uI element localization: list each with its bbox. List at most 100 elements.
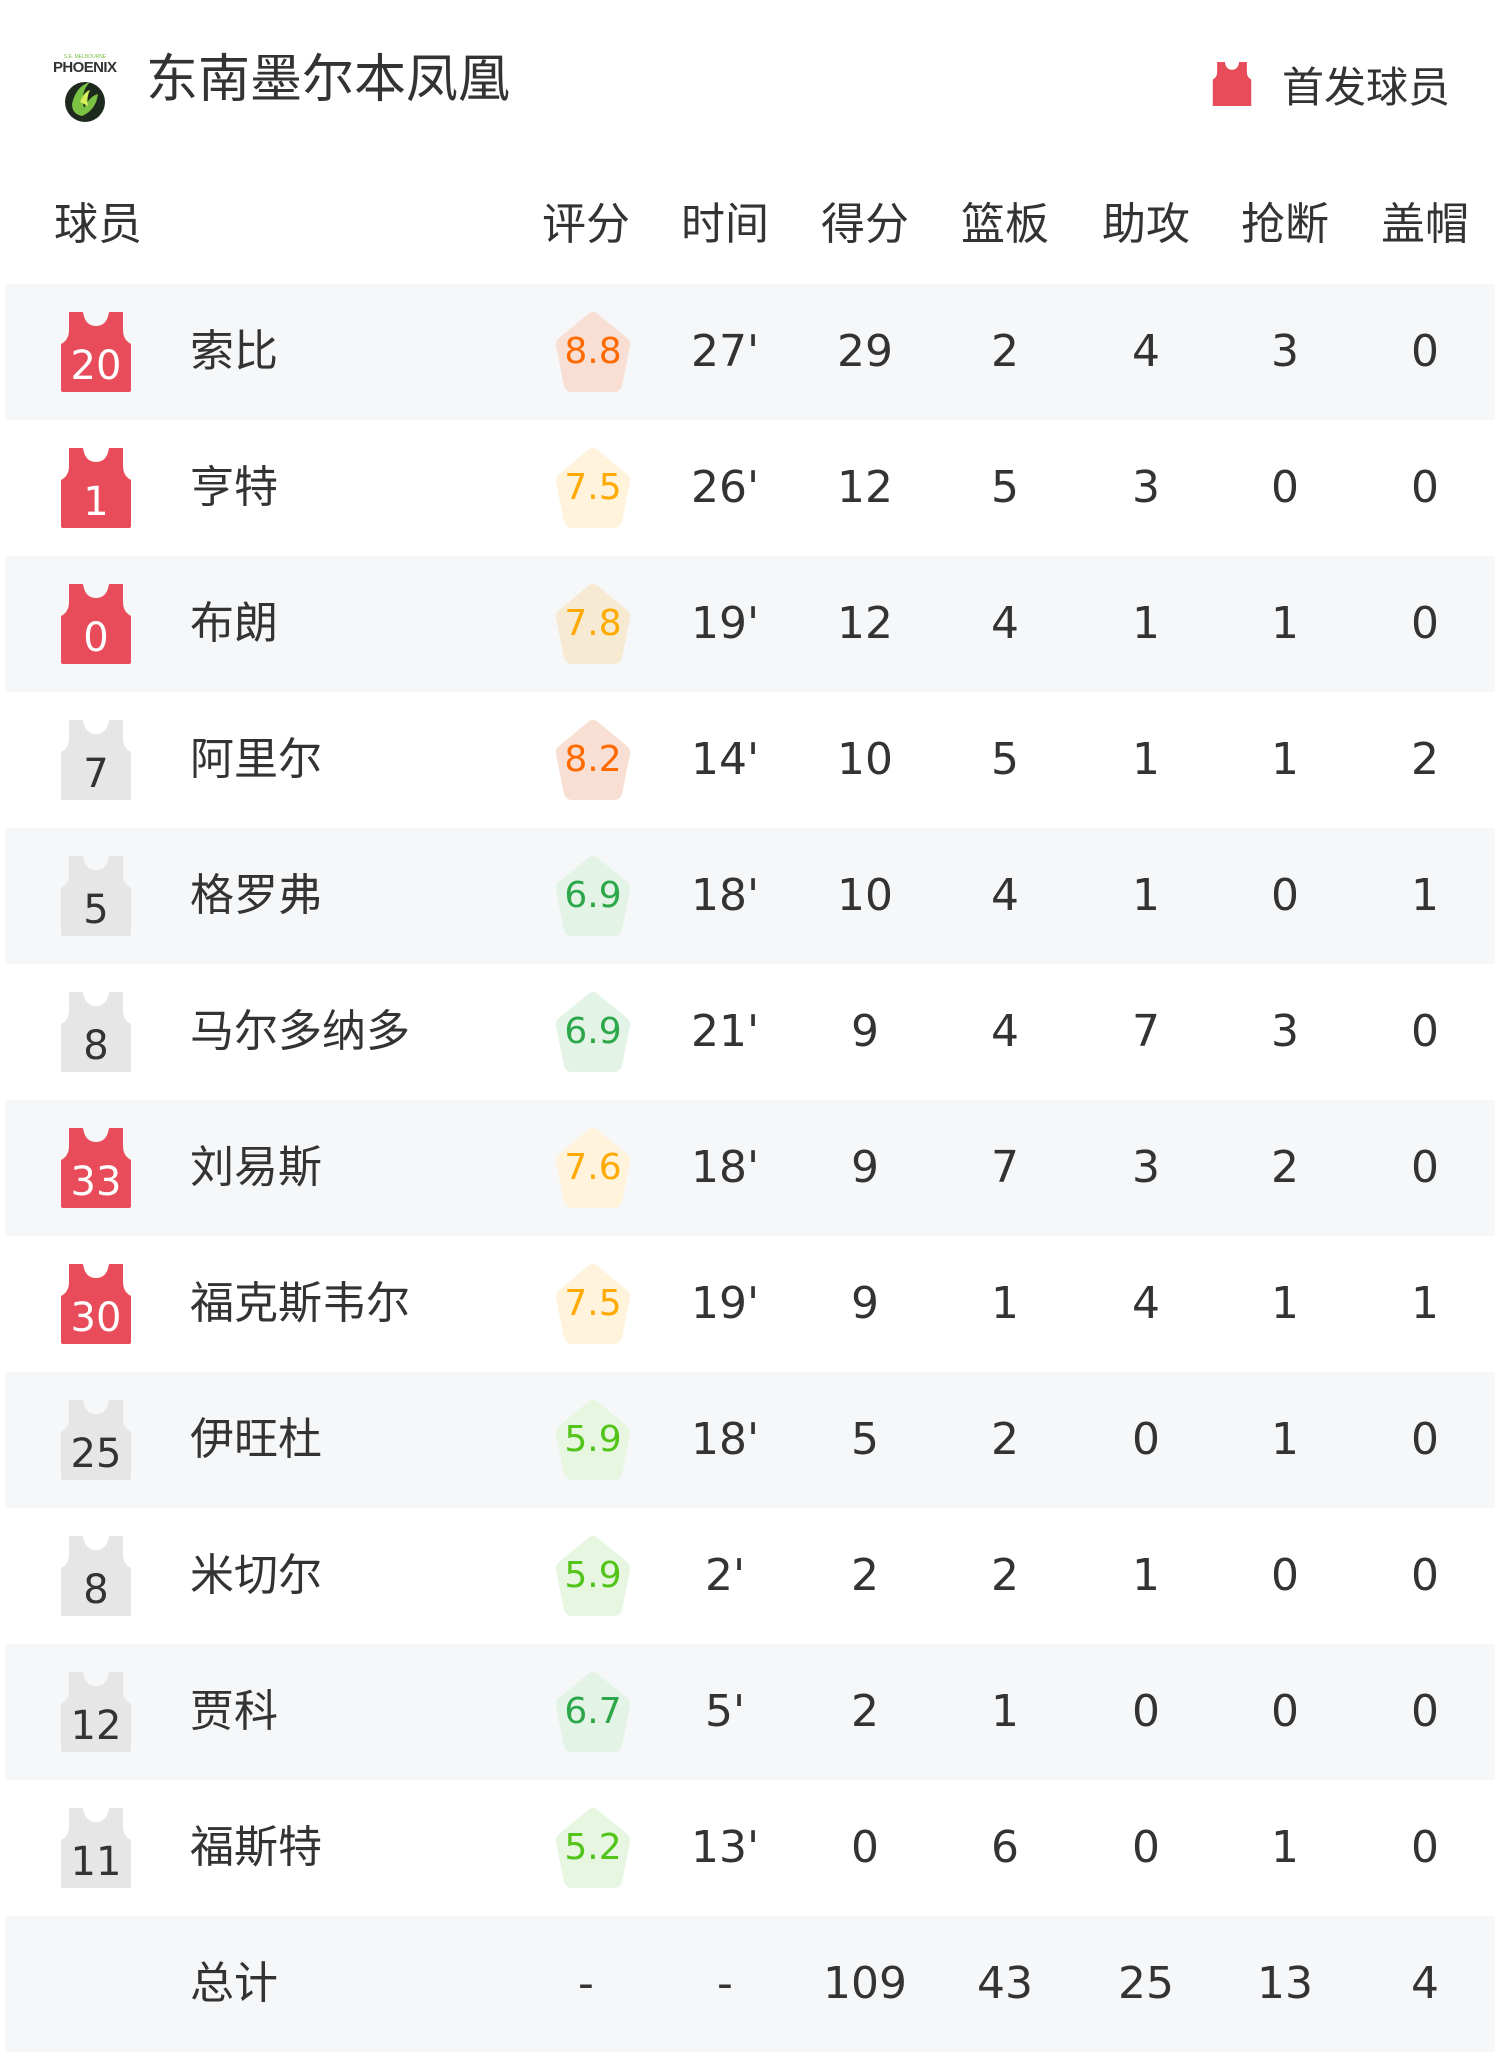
col-points[interactable]: 得分 bbox=[821, 199, 909, 250]
stat-reb: 4 bbox=[991, 598, 1019, 649]
total-reb: 43 bbox=[977, 1958, 1033, 2009]
stat-blk: 0 bbox=[1411, 598, 1439, 649]
stat-stl: 0 bbox=[1271, 1550, 1299, 1601]
stat-stl: 1 bbox=[1271, 1278, 1299, 1329]
jersey-icon: 7 bbox=[61, 720, 131, 800]
jersey-icon: 20 bbox=[61, 312, 131, 392]
stat-pts: 2 bbox=[851, 1550, 879, 1601]
total-rating: - bbox=[578, 1958, 594, 2009]
stat-pts: 10 bbox=[837, 870, 893, 921]
jersey-icon: 5 bbox=[61, 856, 131, 936]
player-name[interactable]: 贾科 bbox=[190, 1686, 278, 1737]
player-name[interactable]: 阿里尔 bbox=[190, 734, 322, 785]
stat-ast: 1 bbox=[1132, 870, 1160, 921]
col-player: 球员 bbox=[54, 199, 142, 250]
rating-badge: 5.2 bbox=[553, 1806, 633, 1890]
player-row[interactable]: 33 刘易斯 7.6 18' 9 7 3 2 0 bbox=[5, 1100, 1495, 1236]
col-blocks[interactable]: 盖帽 bbox=[1381, 199, 1469, 250]
col-time[interactable]: 时间 bbox=[681, 199, 769, 250]
rating-badge: 7.5 bbox=[553, 1262, 633, 1346]
stat-stl: 0 bbox=[1271, 870, 1299, 921]
rating-badge: 6.7 bbox=[553, 1670, 633, 1754]
rating-value: 5.9 bbox=[564, 1555, 622, 1596]
stat-time: 18' bbox=[690, 870, 760, 921]
player-row[interactable]: 8 马尔多纳多 6.9 21' 9 4 7 3 0 bbox=[5, 964, 1495, 1100]
player-name[interactable]: 米切尔 bbox=[190, 1550, 322, 1601]
jersey-icon bbox=[1212, 62, 1252, 106]
stat-reb: 4 bbox=[991, 1006, 1019, 1057]
stat-ast: 3 bbox=[1132, 462, 1160, 513]
jersey-number: 11 bbox=[70, 1839, 122, 1885]
jersey-icon: 8 bbox=[61, 992, 131, 1072]
player-row[interactable]: 11 福斯特 5.2 13' 0 6 0 1 0 bbox=[5, 1780, 1495, 1916]
stat-pts: 2 bbox=[851, 1686, 879, 1737]
player-row[interactable]: 25 伊旺杜 5.9 18' 5 2 0 1 0 bbox=[5, 1372, 1495, 1508]
stat-reb: 1 bbox=[991, 1278, 1019, 1329]
stat-ast: 0 bbox=[1132, 1414, 1160, 1465]
stat-time: 18' bbox=[690, 1414, 760, 1465]
rating-value: 7.5 bbox=[564, 1283, 622, 1324]
rating-value: 7.5 bbox=[564, 467, 622, 508]
stat-reb: 2 bbox=[991, 326, 1019, 377]
stat-blk: 0 bbox=[1411, 1550, 1439, 1601]
player-row[interactable]: 1 亨特 7.5 26' 12 5 3 0 0 bbox=[5, 420, 1495, 556]
player-row[interactable]: 20 索比 8.8 27' 29 2 4 3 0 bbox=[5, 284, 1495, 420]
player-row[interactable]: 0 布朗 7.8 19' 12 4 1 1 0 bbox=[5, 556, 1495, 692]
starter-legend: 首发球员 bbox=[1210, 56, 1450, 112]
player-name[interactable]: 格罗弗 bbox=[190, 870, 322, 921]
table-header: 球员 评分 时间 得分 篮板 助攻 抢断 盖帽 bbox=[0, 190, 1500, 260]
jersey-number: 8 bbox=[83, 1023, 109, 1069]
total-pts: 109 bbox=[823, 1958, 907, 2009]
player-name[interactable]: 亨特 bbox=[190, 462, 278, 513]
jersey-number: 33 bbox=[70, 1159, 122, 1205]
stat-stl: 1 bbox=[1271, 1822, 1299, 1873]
rating-value: 5.2 bbox=[564, 1827, 622, 1868]
player-name[interactable]: 索比 bbox=[190, 326, 278, 377]
stat-stl: 3 bbox=[1271, 1006, 1299, 1057]
player-name[interactable]: 布朗 bbox=[190, 598, 278, 649]
jersey-icon: 30 bbox=[61, 1264, 131, 1344]
stat-reb: 1 bbox=[991, 1686, 1019, 1737]
player-row[interactable]: 30 福克斯韦尔 7.5 19' 9 1 4 1 1 bbox=[5, 1236, 1495, 1372]
stat-ast: 1 bbox=[1132, 734, 1160, 785]
rating-value: 5.9 bbox=[564, 1419, 622, 1460]
player-name[interactable]: 马尔多纳多 bbox=[190, 1006, 410, 1057]
jersey-icon: 33 bbox=[61, 1128, 131, 1208]
stat-reb: 4 bbox=[991, 870, 1019, 921]
stat-stl: 1 bbox=[1271, 1414, 1299, 1465]
stat-reb: 2 bbox=[991, 1414, 1019, 1465]
stat-stl: 1 bbox=[1271, 734, 1299, 785]
jersey-number: 1 bbox=[83, 479, 109, 525]
player-row[interactable]: 5 格罗弗 6.9 18' 10 4 1 0 1 bbox=[5, 828, 1495, 964]
stat-stl: 0 bbox=[1271, 462, 1299, 513]
stat-reb: 5 bbox=[991, 734, 1019, 785]
player-row[interactable]: 7 阿里尔 8.2 14' 10 5 1 1 2 bbox=[5, 692, 1495, 828]
stat-reb: 6 bbox=[991, 1822, 1019, 1873]
stat-pts: 12 bbox=[837, 598, 893, 649]
player-row[interactable]: 12 贾科 6.7 5' 2 1 0 0 0 bbox=[5, 1644, 1495, 1780]
stat-ast: 7 bbox=[1132, 1006, 1160, 1057]
stat-pts: 9 bbox=[851, 1006, 879, 1057]
player-name[interactable]: 福克斯韦尔 bbox=[190, 1278, 410, 1329]
player-name[interactable]: 福斯特 bbox=[190, 1822, 322, 1873]
player-name[interactable]: 刘易斯 bbox=[190, 1142, 322, 1193]
col-assists[interactable]: 助攻 bbox=[1102, 199, 1190, 250]
svg-text:PHOENIX: PHOENIX bbox=[53, 59, 117, 76]
rating-value: 6.9 bbox=[564, 875, 622, 916]
total-label: 总计 bbox=[190, 1958, 278, 2009]
col-steals[interactable]: 抢断 bbox=[1241, 199, 1329, 250]
rating-badge: 6.9 bbox=[553, 854, 633, 938]
player-name[interactable]: 伊旺杜 bbox=[190, 1414, 322, 1465]
player-row[interactable]: 8 米切尔 5.9 2' 2 2 1 0 0 bbox=[5, 1508, 1495, 1644]
stat-ast: 1 bbox=[1132, 1550, 1160, 1601]
stat-reb: 7 bbox=[991, 1142, 1019, 1193]
stat-pts: 0 bbox=[851, 1822, 879, 1873]
col-rebounds[interactable]: 篮板 bbox=[961, 199, 1049, 250]
stat-blk: 0 bbox=[1411, 1414, 1439, 1465]
stat-stl: 3 bbox=[1271, 326, 1299, 377]
stat-blk: 1 bbox=[1411, 1278, 1439, 1329]
stat-ast: 0 bbox=[1132, 1686, 1160, 1737]
stat-blk: 0 bbox=[1411, 1142, 1439, 1193]
stat-ast: 1 bbox=[1132, 598, 1160, 649]
col-rating[interactable]: 评分 bbox=[542, 199, 630, 250]
